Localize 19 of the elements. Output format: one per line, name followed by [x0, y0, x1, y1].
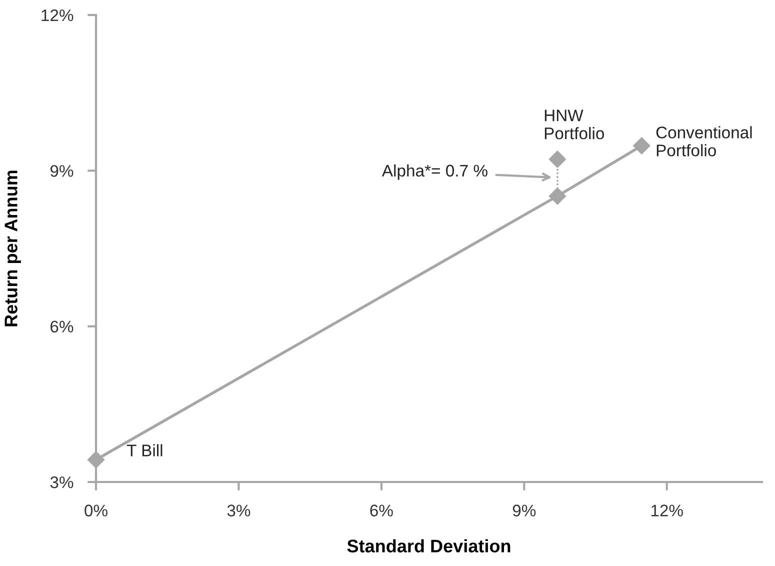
point: [633, 137, 650, 154]
x-tick-label: 9%: [512, 504, 536, 516]
point: [548, 188, 566, 205]
y-tick-label: 6%: [50, 320, 74, 333]
annotation: Conventional Portfolio: [656, 126, 752, 156]
x-tick-label: 3%: [227, 504, 250, 516]
x-axis-title: Standard Deviation: [347, 539, 510, 552]
x-tick-label: 12%: [651, 504, 683, 516]
annotation: Alpha*= 0.7 %: [382, 164, 488, 180]
x-tick-label: 0%: [84, 504, 108, 516]
y-axis-title: Return per Annum: [4, 170, 21, 326]
annotation: HNW Portfolio: [544, 110, 604, 140]
point: [87, 451, 105, 468]
y-tick-label: 9%: [50, 165, 74, 177]
point: [548, 150, 566, 168]
y-tick-label: 12%: [42, 9, 74, 22]
y-tick-label: 3%: [50, 476, 74, 488]
annotation: T Bill: [126, 444, 162, 456]
x-tick-label: 6%: [370, 504, 393, 516]
